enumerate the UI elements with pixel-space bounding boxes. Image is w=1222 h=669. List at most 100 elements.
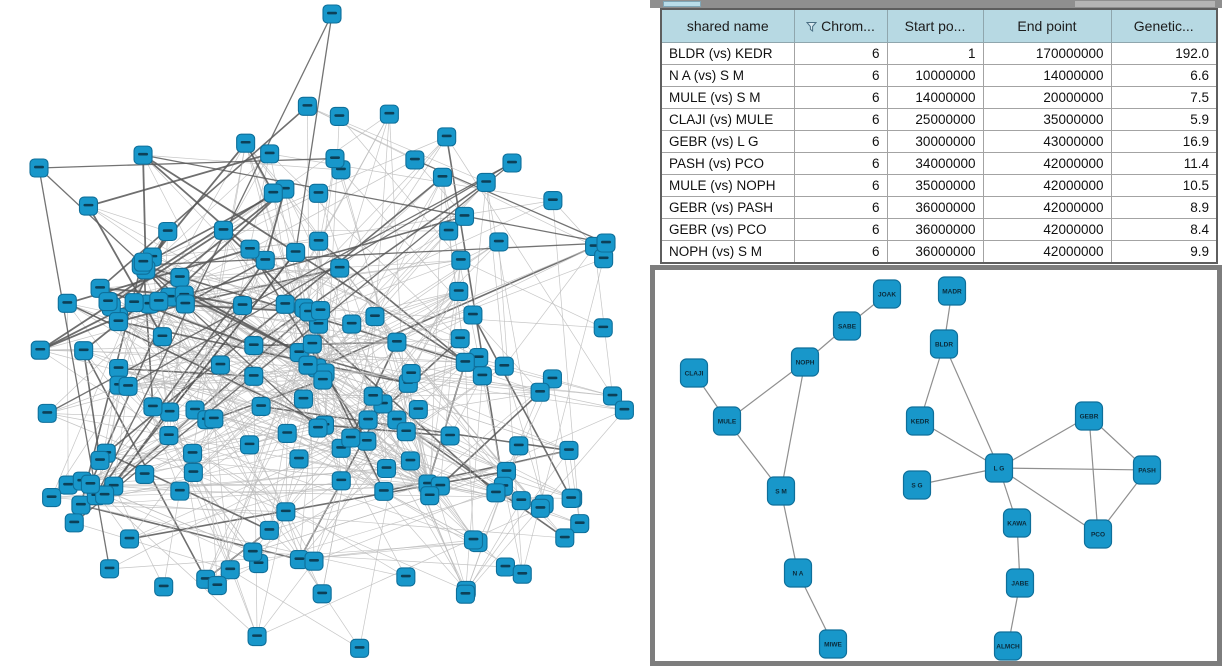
cell-start-point[interactable]: 30000000 bbox=[886, 130, 984, 153]
network-node[interactable] bbox=[570, 514, 590, 534]
cell-genetic[interactable]: 9.9 bbox=[1110, 240, 1218, 264]
network-node[interactable] bbox=[543, 191, 563, 211]
network-node[interactable] bbox=[263, 183, 283, 203]
network-node[interactable] bbox=[289, 550, 309, 570]
cell-genetic[interactable]: 16.9 bbox=[1110, 130, 1218, 153]
cell-shared-name[interactable]: NOPH (vs) S M bbox=[660, 240, 795, 264]
network-node[interactable] bbox=[494, 356, 514, 376]
node-noph[interactable]: NOPH bbox=[790, 347, 820, 377]
network-node[interactable] bbox=[207, 576, 227, 596]
network-node[interactable] bbox=[379, 104, 399, 124]
cell-shared-name[interactable]: BLDR (vs) KEDR bbox=[660, 42, 795, 65]
network-node[interactable] bbox=[594, 249, 614, 269]
network-node[interactable] bbox=[152, 327, 172, 347]
network-node[interactable] bbox=[455, 352, 475, 372]
node-sabe[interactable]: SABE bbox=[832, 311, 862, 341]
network-node[interactable] bbox=[30, 340, 50, 360]
cell-start-point[interactable]: 34000000 bbox=[886, 152, 984, 175]
table-row[interactable]: MULE (vs) NOPH 6 35000000 42000000 10.5 bbox=[660, 174, 1218, 197]
network-node[interactable] bbox=[210, 355, 230, 375]
node-n-a[interactable]: N A bbox=[783, 558, 813, 588]
node-s-m[interactable]: S M bbox=[766, 476, 796, 506]
column-header-chromosome[interactable]: Chrom... bbox=[793, 8, 888, 43]
cell-chromosome[interactable]: 6 bbox=[793, 240, 888, 264]
cell-genetic[interactable]: 7.5 bbox=[1110, 86, 1218, 109]
network-node[interactable] bbox=[170, 481, 190, 501]
node-kedr[interactable]: KEDR bbox=[905, 406, 935, 436]
network-node[interactable] bbox=[277, 423, 297, 443]
cell-shared-name[interactable]: N A (vs) S M bbox=[660, 64, 795, 87]
cell-shared-name[interactable]: GEBR (vs) L G bbox=[660, 130, 795, 153]
network-node[interactable] bbox=[143, 397, 163, 417]
column-header-shared-name[interactable]: shared name bbox=[660, 8, 795, 43]
network-node[interactable] bbox=[244, 366, 264, 386]
network-node[interactable] bbox=[363, 386, 383, 406]
cell-end-point[interactable]: 42000000 bbox=[982, 196, 1112, 219]
network-node[interactable] bbox=[486, 483, 506, 503]
network-node[interactable] bbox=[276, 502, 296, 522]
network-node[interactable] bbox=[331, 471, 351, 491]
network-node[interactable] bbox=[220, 560, 240, 580]
node-miwe[interactable]: MIWE bbox=[818, 629, 848, 659]
network-node[interactable] bbox=[350, 638, 370, 658]
network-node[interactable] bbox=[322, 4, 342, 24]
node-gebr[interactable]: GEBR bbox=[1074, 401, 1104, 431]
subnetwork-canvas[interactable]: JOAK MADR SABE BLDR NOPH CLAJI MULE KEDR GEBR L G… bbox=[655, 270, 1217, 661]
cell-genetic[interactable]: 6.6 bbox=[1110, 64, 1218, 87]
cell-start-point[interactable]: 35000000 bbox=[886, 174, 984, 197]
network-node[interactable] bbox=[455, 584, 476, 604]
cell-end-point[interactable]: 42000000 bbox=[982, 174, 1112, 197]
node-almch[interactable]: ALMCH bbox=[993, 631, 1023, 661]
node-pco[interactable]: PCO bbox=[1083, 519, 1113, 549]
cell-start-point[interactable]: 14000000 bbox=[886, 86, 984, 109]
network-node[interactable] bbox=[512, 564, 532, 584]
network-node[interactable] bbox=[259, 520, 279, 540]
network-node[interactable] bbox=[440, 426, 460, 446]
table-row[interactable]: PASH (vs) PCO 6 34000000 42000000 11.4 bbox=[660, 152, 1218, 175]
network-node[interactable] bbox=[358, 410, 378, 430]
network-node[interactable] bbox=[99, 559, 120, 579]
network-node[interactable] bbox=[109, 358, 129, 379]
network-node[interactable] bbox=[243, 542, 263, 562]
network-node[interactable] bbox=[64, 513, 84, 533]
cell-shared-name[interactable]: MULE (vs) NOPH bbox=[660, 174, 795, 197]
node-jabe[interactable]: JABE bbox=[1005, 568, 1035, 598]
cell-end-point[interactable]: 170000000 bbox=[982, 42, 1112, 65]
node-joak[interactable]: JOAK bbox=[872, 279, 902, 309]
network-node[interactable] bbox=[325, 148, 345, 169]
cell-genetic[interactable]: 8.9 bbox=[1110, 196, 1218, 219]
network-node[interactable] bbox=[476, 172, 496, 192]
cell-end-point[interactable]: 20000000 bbox=[982, 86, 1112, 109]
network-node[interactable] bbox=[304, 551, 324, 571]
network-node[interactable] bbox=[614, 400, 634, 420]
network-node[interactable] bbox=[463, 305, 483, 325]
network-node[interactable] bbox=[401, 364, 421, 384]
column-header-start-point[interactable]: Start po... bbox=[886, 8, 984, 43]
cell-end-point[interactable]: 42000000 bbox=[982, 218, 1112, 241]
cell-start-point[interactable]: 36000000 bbox=[886, 196, 984, 219]
network-node[interactable] bbox=[495, 557, 515, 577]
cell-genetic[interactable]: 11.4 bbox=[1110, 152, 1218, 175]
network-node[interactable] bbox=[255, 250, 275, 270]
network-node[interactable] bbox=[74, 341, 94, 361]
network-node[interactable] bbox=[149, 291, 169, 311]
cell-chromosome[interactable]: 6 bbox=[793, 42, 888, 65]
network-node[interactable] bbox=[420, 486, 440, 506]
network-node[interactable] bbox=[342, 314, 362, 334]
network-node[interactable] bbox=[260, 144, 280, 164]
network-node[interactable] bbox=[396, 422, 416, 442]
cell-chromosome[interactable]: 6 bbox=[793, 108, 888, 131]
cell-shared-name[interactable]: PASH (vs) PCO bbox=[660, 152, 795, 175]
network-node[interactable] bbox=[330, 258, 350, 278]
cell-end-point[interactable]: 42000000 bbox=[982, 240, 1112, 264]
network-node[interactable] bbox=[289, 449, 309, 469]
network-node[interactable] bbox=[78, 196, 99, 216]
network-node[interactable] bbox=[309, 231, 329, 251]
network-node[interactable] bbox=[602, 386, 623, 406]
cell-chromosome[interactable]: 6 bbox=[793, 64, 888, 87]
node-mule[interactable]: MULE bbox=[712, 406, 742, 436]
network-node[interactable] bbox=[154, 577, 174, 597]
table-row[interactable]: MULE (vs) S M 6 14000000 20000000 7.5 bbox=[660, 86, 1218, 109]
network-node[interactable] bbox=[293, 389, 314, 409]
network-node[interactable] bbox=[204, 409, 224, 429]
